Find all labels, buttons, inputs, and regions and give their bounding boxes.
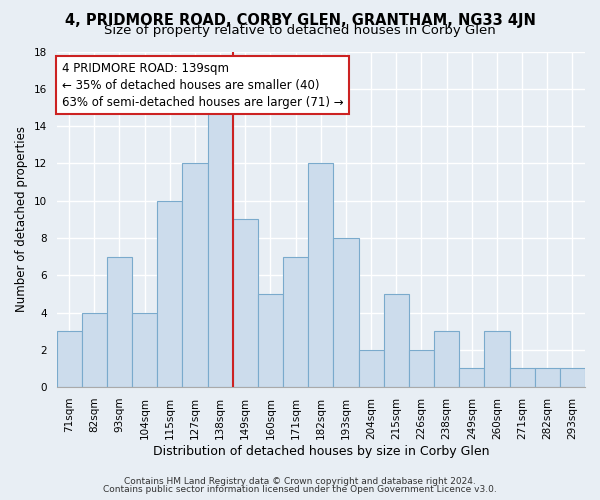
Y-axis label: Number of detached properties: Number of detached properties <box>15 126 28 312</box>
Bar <box>82 312 107 387</box>
Bar <box>233 220 258 387</box>
Bar <box>258 294 283 387</box>
Bar <box>383 294 409 387</box>
Bar <box>308 164 334 387</box>
Text: 4, PRIDMORE ROAD, CORBY GLEN, GRANTHAM, NG33 4JN: 4, PRIDMORE ROAD, CORBY GLEN, GRANTHAM, … <box>65 12 535 28</box>
Bar <box>535 368 560 387</box>
Bar <box>283 256 308 387</box>
Bar <box>434 331 459 387</box>
Bar <box>459 368 484 387</box>
Bar <box>334 238 359 387</box>
Text: Contains HM Land Registry data © Crown copyright and database right 2024.: Contains HM Land Registry data © Crown c… <box>124 477 476 486</box>
Text: 4 PRIDMORE ROAD: 139sqm
← 35% of detached houses are smaller (40)
63% of semi-de: 4 PRIDMORE ROAD: 139sqm ← 35% of detache… <box>62 62 343 108</box>
Bar <box>56 331 82 387</box>
Bar <box>409 350 434 387</box>
X-axis label: Distribution of detached houses by size in Corby Glen: Distribution of detached houses by size … <box>152 444 489 458</box>
Bar <box>132 312 157 387</box>
Bar <box>359 350 383 387</box>
Bar <box>208 108 233 387</box>
Bar <box>107 256 132 387</box>
Bar <box>182 164 208 387</box>
Text: Contains public sector information licensed under the Open Government Licence v3: Contains public sector information licen… <box>103 485 497 494</box>
Bar <box>560 368 585 387</box>
Bar <box>157 200 182 387</box>
Text: Size of property relative to detached houses in Corby Glen: Size of property relative to detached ho… <box>104 24 496 37</box>
Bar <box>509 368 535 387</box>
Bar <box>484 331 509 387</box>
